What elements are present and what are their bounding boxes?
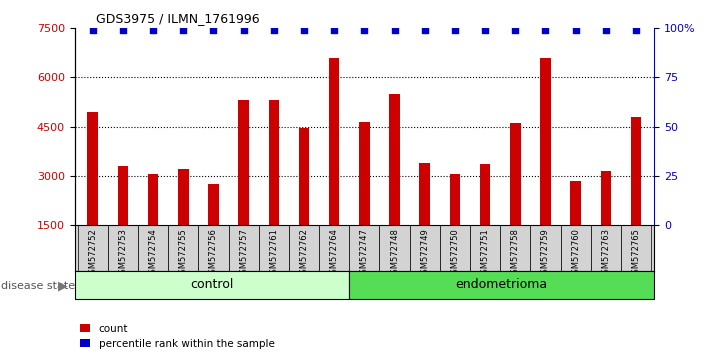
Bar bbox=[349, 271, 654, 299]
FancyBboxPatch shape bbox=[349, 225, 380, 271]
Text: GSM572750: GSM572750 bbox=[451, 228, 459, 279]
Text: GSM572762: GSM572762 bbox=[299, 228, 309, 279]
Text: GSM572751: GSM572751 bbox=[481, 228, 490, 279]
FancyBboxPatch shape bbox=[228, 225, 259, 271]
Text: disease state: disease state bbox=[1, 281, 75, 291]
Text: GSM572764: GSM572764 bbox=[330, 228, 338, 279]
Text: GSM572749: GSM572749 bbox=[420, 228, 429, 279]
FancyBboxPatch shape bbox=[198, 225, 228, 271]
Bar bbox=[148, 174, 159, 225]
Point bbox=[147, 28, 159, 33]
Bar bbox=[631, 117, 641, 225]
Bar bbox=[75, 271, 349, 299]
FancyBboxPatch shape bbox=[530, 225, 560, 271]
FancyBboxPatch shape bbox=[289, 225, 319, 271]
Point bbox=[570, 28, 582, 33]
Text: GSM572761: GSM572761 bbox=[269, 228, 278, 279]
Point bbox=[510, 28, 521, 33]
Point bbox=[87, 28, 98, 33]
Bar bbox=[359, 122, 370, 225]
Text: GSM572754: GSM572754 bbox=[149, 228, 158, 279]
Bar bbox=[269, 100, 279, 225]
Point bbox=[540, 28, 551, 33]
FancyBboxPatch shape bbox=[169, 225, 198, 271]
Bar bbox=[480, 164, 491, 225]
Bar bbox=[419, 162, 430, 225]
Bar bbox=[390, 94, 400, 225]
Text: GSM572753: GSM572753 bbox=[119, 228, 127, 279]
Text: GSM572756: GSM572756 bbox=[209, 228, 218, 279]
Bar bbox=[87, 112, 98, 225]
FancyBboxPatch shape bbox=[138, 225, 169, 271]
Bar bbox=[299, 128, 309, 225]
Text: GSM572747: GSM572747 bbox=[360, 228, 369, 279]
FancyBboxPatch shape bbox=[380, 225, 410, 271]
FancyBboxPatch shape bbox=[621, 225, 651, 271]
Point bbox=[117, 28, 129, 33]
FancyBboxPatch shape bbox=[501, 225, 530, 271]
Bar bbox=[117, 166, 128, 225]
Text: endometrioma: endometrioma bbox=[456, 279, 547, 291]
Point bbox=[479, 28, 491, 33]
Bar bbox=[570, 181, 581, 225]
Point bbox=[268, 28, 279, 33]
Point bbox=[359, 28, 370, 33]
Text: GSM572765: GSM572765 bbox=[631, 228, 641, 279]
Point bbox=[600, 28, 611, 33]
Legend: count, percentile rank within the sample: count, percentile rank within the sample bbox=[80, 324, 274, 349]
Text: GSM572755: GSM572755 bbox=[178, 228, 188, 279]
FancyBboxPatch shape bbox=[108, 225, 138, 271]
FancyBboxPatch shape bbox=[77, 225, 108, 271]
Text: GSM572757: GSM572757 bbox=[239, 228, 248, 279]
Point bbox=[208, 28, 219, 33]
FancyBboxPatch shape bbox=[470, 225, 501, 271]
FancyBboxPatch shape bbox=[560, 225, 591, 271]
Bar bbox=[601, 171, 611, 225]
Bar bbox=[238, 100, 249, 225]
Point bbox=[389, 28, 400, 33]
Text: GSM572760: GSM572760 bbox=[571, 228, 580, 279]
Point bbox=[178, 28, 189, 33]
FancyBboxPatch shape bbox=[410, 225, 440, 271]
Text: GSM572763: GSM572763 bbox=[602, 228, 610, 279]
FancyBboxPatch shape bbox=[440, 225, 470, 271]
Text: GDS3975 / ILMN_1761996: GDS3975 / ILMN_1761996 bbox=[96, 12, 260, 25]
Point bbox=[449, 28, 461, 33]
Bar bbox=[540, 58, 551, 225]
FancyBboxPatch shape bbox=[319, 225, 349, 271]
Text: control: control bbox=[191, 279, 234, 291]
Point bbox=[238, 28, 250, 33]
FancyBboxPatch shape bbox=[259, 225, 289, 271]
Point bbox=[631, 28, 642, 33]
Text: GSM572748: GSM572748 bbox=[390, 228, 399, 279]
FancyBboxPatch shape bbox=[591, 225, 621, 271]
Text: GSM572758: GSM572758 bbox=[510, 228, 520, 279]
Point bbox=[299, 28, 310, 33]
Point bbox=[328, 28, 340, 33]
Text: GSM572759: GSM572759 bbox=[541, 228, 550, 279]
Bar bbox=[510, 123, 520, 225]
Point bbox=[419, 28, 430, 33]
Bar bbox=[449, 174, 460, 225]
Bar bbox=[208, 184, 219, 225]
Bar bbox=[178, 169, 188, 225]
Text: GSM572752: GSM572752 bbox=[88, 228, 97, 279]
Bar bbox=[329, 58, 339, 225]
Text: ▶: ▶ bbox=[58, 280, 68, 292]
